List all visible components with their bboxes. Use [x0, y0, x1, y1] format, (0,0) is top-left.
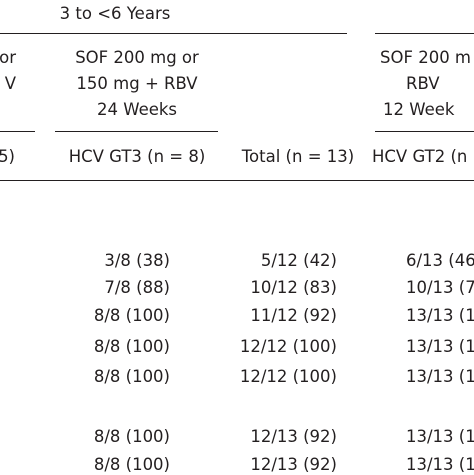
rule [55, 131, 218, 132]
table-cell: 10/13 (77 [406, 278, 474, 297]
column-n: 5) [0, 147, 15, 166]
table-cell: 8/8 (100) [93, 337, 170, 356]
table-cell: 8/8 (100) [93, 367, 170, 386]
group-header: 3 to <6 Years [59, 4, 171, 23]
table-cell: 13/13 (100 [406, 337, 474, 356]
table-cell: 13/13 (100 [406, 455, 474, 474]
column-header: SOF 200 mg or [75, 48, 199, 67]
table-cell: 7/8 (88) [104, 278, 170, 297]
table-cell: 8/8 (100) [93, 427, 170, 446]
column-n: Total (n = 13) [241, 147, 355, 166]
column-header: or [0, 48, 16, 67]
table-cell: 5/12 (42) [260, 251, 337, 270]
column-n: HCV GT3 (n = 8) [68, 147, 206, 166]
rule [0, 33, 347, 34]
table-cell: 12/12 (100) [239, 337, 337, 356]
table-cell: 12/13 (92) [250, 427, 337, 446]
column-header: V [4, 74, 16, 93]
table-cell: 6/13 (46) [406, 251, 474, 270]
column-header: RBV [406, 74, 440, 93]
column-n: HCV GT2 (n = [372, 147, 474, 166]
table-cell: 13/13 (100 [406, 306, 474, 325]
rule [0, 131, 35, 132]
column-header: SOF 200 m [380, 48, 472, 67]
column-header: 24 Weeks [96, 100, 178, 119]
table-cell: 13/13 (100 [406, 367, 474, 386]
table-cell: 11/12 (92) [250, 306, 337, 325]
rule [0, 180, 474, 181]
table-cell: 8/8 (100) [93, 306, 170, 325]
table-cell: 10/12 (83) [250, 278, 337, 297]
table-cell: 3/8 (38) [104, 251, 170, 270]
table-cell: 13/13 (100 [406, 427, 474, 446]
table-cell: 8/8 (100) [93, 455, 170, 474]
column-header: 150 mg + RBV [76, 74, 198, 93]
table-cell: 12/12 (100) [239, 367, 337, 386]
rule [375, 131, 474, 132]
column-header: 12 Week [383, 100, 455, 119]
table-cell: 12/13 (92) [250, 455, 337, 474]
rule [375, 33, 474, 34]
